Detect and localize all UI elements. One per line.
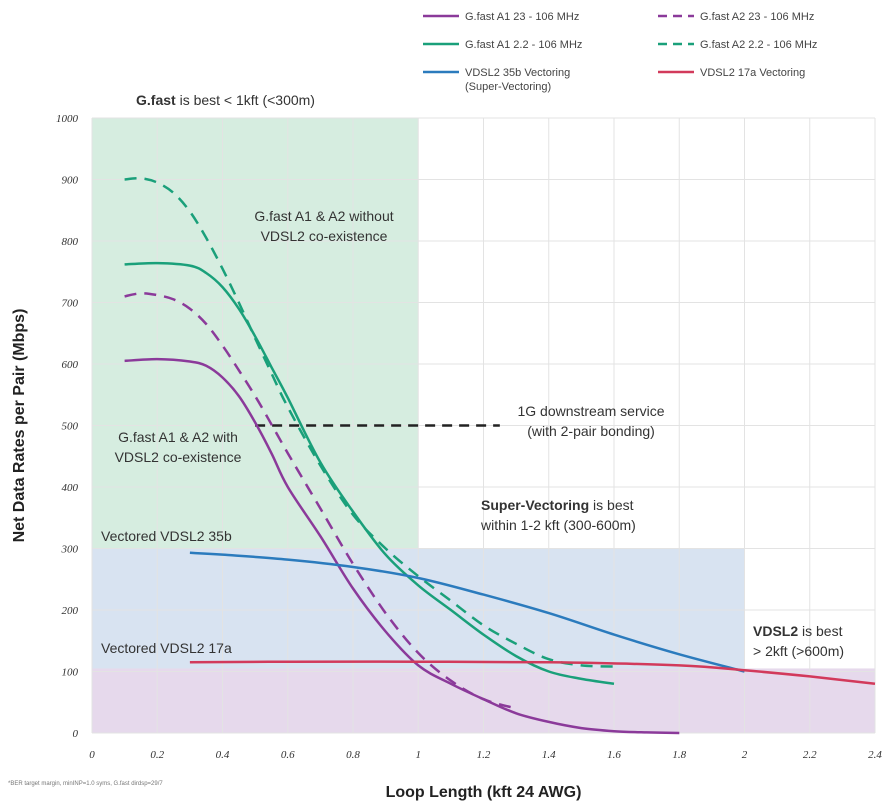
annotation-super-vectoring-range: within 1-2 kft (300-600m) [480, 517, 636, 533]
annotation-vdsl2-range: > 2kft (>600m) [753, 643, 844, 659]
x-tick-label: 2.4 [868, 749, 882, 761]
x-tick-label: 0.2 [150, 749, 164, 761]
annotation-with-coexistence: G.fast A1 & A2 with [118, 429, 238, 445]
series-vdsl2-35b [189, 551, 745, 673]
series-vdsl2-17a [189, 660, 876, 686]
y-tick-label: 400 [62, 482, 79, 494]
series-gfast-a2-23 [124, 292, 517, 710]
y-tick-label: 200 [62, 605, 79, 617]
legend-vdsl2-35b-label: (Super-Vectoring) [465, 81, 551, 93]
x-axis-title: Loop Length (kft 24 AWG) [386, 784, 582, 801]
annotation-vdsl2-best-bold: VDSL2 [753, 623, 798, 639]
x-tick-label: 1.4 [542, 749, 556, 761]
y-axis-title: Net Data Rates per Pair (Mbps) [11, 309, 28, 543]
annotation-1g-downstream: 1G downstream service [517, 403, 664, 419]
y-tick-label: 600 [62, 359, 79, 371]
x-tick-label: 0.4 [216, 749, 230, 761]
annotation-without-coexistence: G.fast A1 & A2 without [254, 208, 393, 224]
annotation-without-coexistence: VDSL2 co-existence [261, 228, 388, 244]
annotation-vectored-17a: Vectored VDSL2 17a [101, 640, 232, 656]
annotation-with-coexistence: VDSL2 co-existence [115, 449, 242, 465]
y-tick-label: 900 [62, 175, 79, 187]
y-tick-label: 800 [62, 236, 79, 248]
y-tick-label: 300 [61, 544, 79, 556]
annotation-vectored-35b: Vectored VDSL2 35b [101, 528, 232, 544]
legend-gfast-a2-2-2-label: G.fast A2 2.2 - 106 MHz [700, 39, 817, 51]
x-tick-label: 2.2 [803, 749, 817, 761]
legend-vdsl2-17a-label: VDSL2 17a Vectoring [700, 67, 805, 79]
series-gfast-a1-2-2 [124, 261, 615, 686]
x-tick-label: 2 [742, 749, 748, 761]
legend-gfast-a1-23-label: G.fast A1 23 - 106 MHz [465, 11, 579, 23]
x-tick-label: 1.8 [672, 749, 686, 761]
annotation-gfast-best-bold: G.fast [136, 92, 176, 108]
y-tick-label: 500 [62, 421, 79, 433]
legend-vdsl2-35b-label: VDSL2 35b Vectoring [465, 67, 570, 79]
x-tick-label: 0 [89, 749, 95, 761]
annotation-super-vectoring-best-bold: Super-Vectoring [481, 497, 589, 513]
x-tick-label: 1.6 [607, 749, 621, 761]
annotation-vdsl2-best: VDSL2 is best [753, 623, 843, 639]
series-gfast-a2-2-2 [124, 176, 615, 668]
annotation-gfast-best: G.fast is best < 1kft (<300m) [136, 92, 315, 108]
x-tick-label: 0.6 [281, 749, 295, 761]
series-gfast-a1-23 [124, 357, 680, 735]
annotation-1g-downstream: (with 2-pair bonding) [527, 423, 655, 439]
x-tick-label: 1.2 [477, 749, 491, 761]
annotation-vdsl2-best-rest: is best [798, 623, 842, 639]
x-tick-label: 0.8 [346, 749, 360, 761]
y-tick-label: 0 [73, 728, 79, 740]
y-tick-label: 100 [62, 667, 79, 679]
legend-gfast-a1-2-2-label: G.fast A1 2.2 - 106 MHz [465, 39, 582, 51]
annotation-gfast-best-rest: is best < 1kft (<300m) [176, 92, 315, 108]
grid [91, 117, 876, 734]
x-tick-label: 1 [416, 749, 422, 761]
footnote: *BER target margin, minINP=1.0 syms, G.f… [8, 781, 163, 787]
annotation-super-vectoring-best-rest: is best [589, 497, 633, 513]
legend-gfast-a2-23-label: G.fast A2 23 - 106 MHz [700, 11, 814, 23]
annotation-super-vectoring-best: Super-Vectoring is best [481, 497, 634, 513]
y-tick-label: 1000 [56, 113, 79, 125]
y-tick-label: 700 [62, 298, 79, 310]
